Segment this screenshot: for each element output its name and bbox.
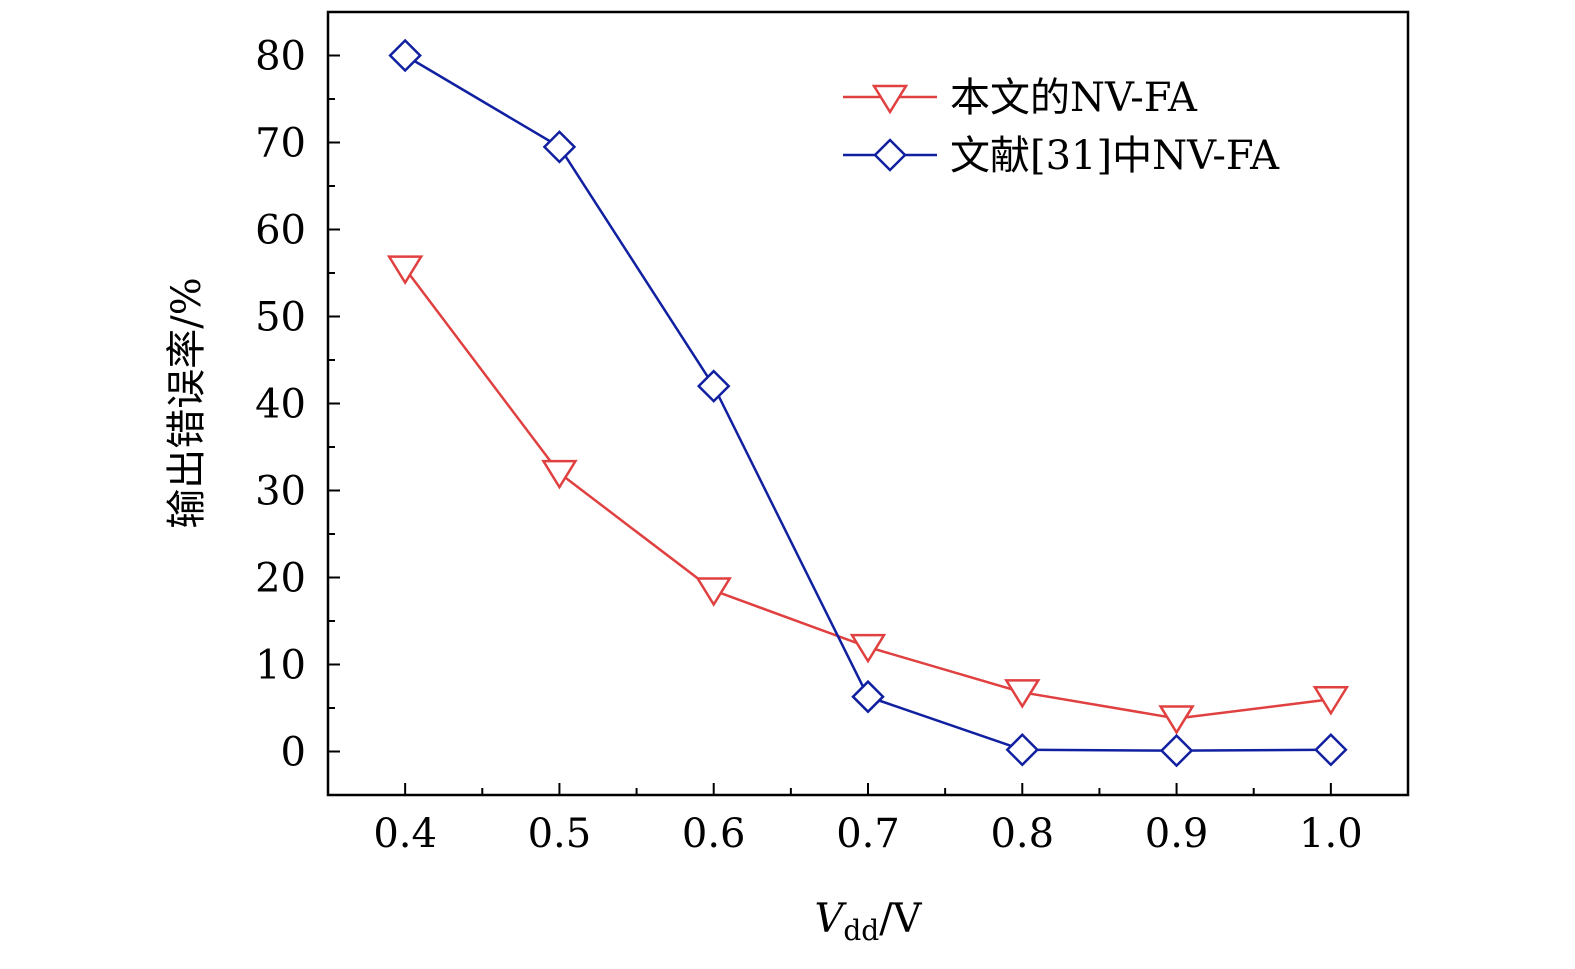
series-1-point	[1005, 732, 1040, 767]
legend-marker-triangle	[871, 84, 909, 115]
y-tick-label: 50	[255, 295, 306, 341]
plot-frame	[326, 10, 1410, 797]
x-axis-title-var: V	[814, 896, 847, 942]
x-tick-label: 0.4	[373, 811, 437, 857]
series-0-point	[1312, 686, 1350, 716]
series-1-point	[851, 679, 885, 714]
y-tick-label: 0	[281, 730, 306, 776]
series-1-point	[542, 130, 577, 164]
y-tick-label: 60	[255, 208, 306, 254]
series-0-point	[849, 633, 887, 664]
series-1-point	[1159, 733, 1194, 768]
series-1-point	[388, 38, 422, 73]
y-tick-label: 20	[255, 556, 306, 602]
x-tick-label: 0.7	[836, 811, 900, 857]
series-layer	[386, 38, 1350, 768]
series-1-point	[1314, 732, 1348, 767]
legend-marker-diamond	[873, 138, 907, 172]
x-tick-label: 0.9	[1145, 811, 1209, 857]
y-tick-label: 40	[255, 382, 306, 428]
legend-label-1: 文献[31]中NV-FA	[950, 133, 1280, 179]
x-tick-label: 0.6	[682, 811, 746, 857]
series-0-point	[541, 459, 578, 490]
series-0-point	[695, 577, 732, 607]
x-tick-label: 0.5	[528, 811, 592, 857]
x-axis-title-unit: /V	[879, 896, 922, 942]
x-tick-label: 0.8	[990, 811, 1054, 857]
series-0-point	[1158, 705, 1195, 735]
legend: 本文的NV-FA 文献[31]中NV-FA	[843, 75, 1280, 179]
ticks-layer: 0 10 20 30 40 50 60 70 80 0.4 0.5 0.6 0.7 0.8 0.9 1.0	[255, 34, 1363, 858]
y-axis-title: 输出错误率/%	[164, 277, 210, 528]
x-axis-title: Vdd/V	[814, 896, 922, 947]
y-tick-label: 10	[255, 643, 306, 689]
y-tick-label: 80	[255, 34, 306, 80]
x-axis-title-sub: dd	[843, 914, 879, 947]
x-tick-label: 1.0	[1299, 811, 1363, 857]
legend-label-0: 本文的NV-FA	[950, 75, 1198, 121]
series-0-point	[1004, 679, 1041, 709]
series-0-point	[386, 255, 424, 286]
series-1-point	[696, 369, 731, 403]
y-tick-label: 30	[255, 469, 306, 515]
y-tick-label: 70	[255, 121, 306, 167]
